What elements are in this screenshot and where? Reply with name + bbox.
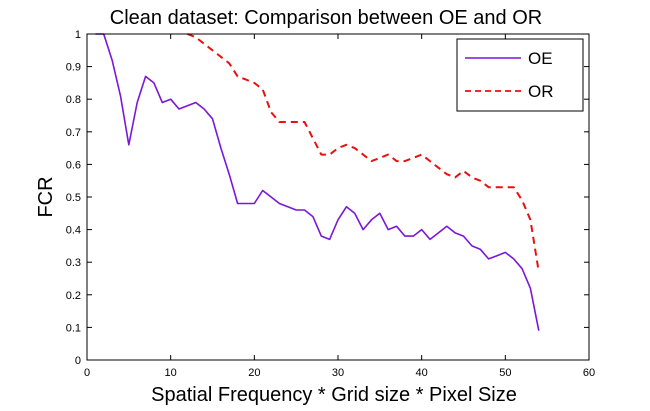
- legend-label-or: OR: [528, 82, 554, 101]
- x-tick-label: 30: [332, 367, 344, 379]
- legend: OE OR: [456, 38, 584, 112]
- y-tick-label: 0.9: [66, 62, 81, 74]
- y-tick-label: 0.6: [66, 159, 81, 171]
- legend-label-oe: OE: [528, 49, 553, 68]
- x-tick-label: 20: [248, 367, 260, 379]
- x-tick-label: 50: [499, 367, 511, 379]
- y-tick-label: 0.7: [66, 127, 81, 139]
- x-tick-label: 40: [416, 367, 428, 379]
- x-tick-label: 0: [84, 367, 90, 379]
- chart-title: Clean dataset: Comparison between OE and…: [110, 7, 542, 29]
- y-tick-label: 0.3: [66, 257, 81, 269]
- y-tick-label: 0.2: [66, 290, 81, 302]
- plot-frame: [86, 33, 590, 361]
- x-axis-ticks: 0 10 20 30 40 50 60: [84, 34, 595, 379]
- y-axis-ticks: 0 0.1 0.2 0.3 0.4 0.5 0.6 0.7 0.8 0.9 1: [66, 29, 589, 367]
- y-tick-label: 0.1: [66, 322, 81, 334]
- legend-box: [456, 38, 584, 112]
- series-layer: [95, 33, 540, 331]
- y-tick-label: 0.5: [66, 192, 81, 204]
- y-tick-label: 0.8: [66, 94, 81, 106]
- x-tick-label: 60: [583, 367, 595, 379]
- y-tick-label: 0: [75, 355, 81, 367]
- x-tick-label: 10: [165, 367, 177, 379]
- series-line-oe: [95, 33, 540, 331]
- series-line-or: [187, 33, 540, 273]
- x-axis-label: Spatial Frequency * Grid size * Pixel Si…: [151, 384, 517, 406]
- y-axis-label: FCR: [35, 176, 57, 217]
- y-tick-label: 0.4: [66, 225, 81, 237]
- y-tick-label: 1: [75, 29, 81, 41]
